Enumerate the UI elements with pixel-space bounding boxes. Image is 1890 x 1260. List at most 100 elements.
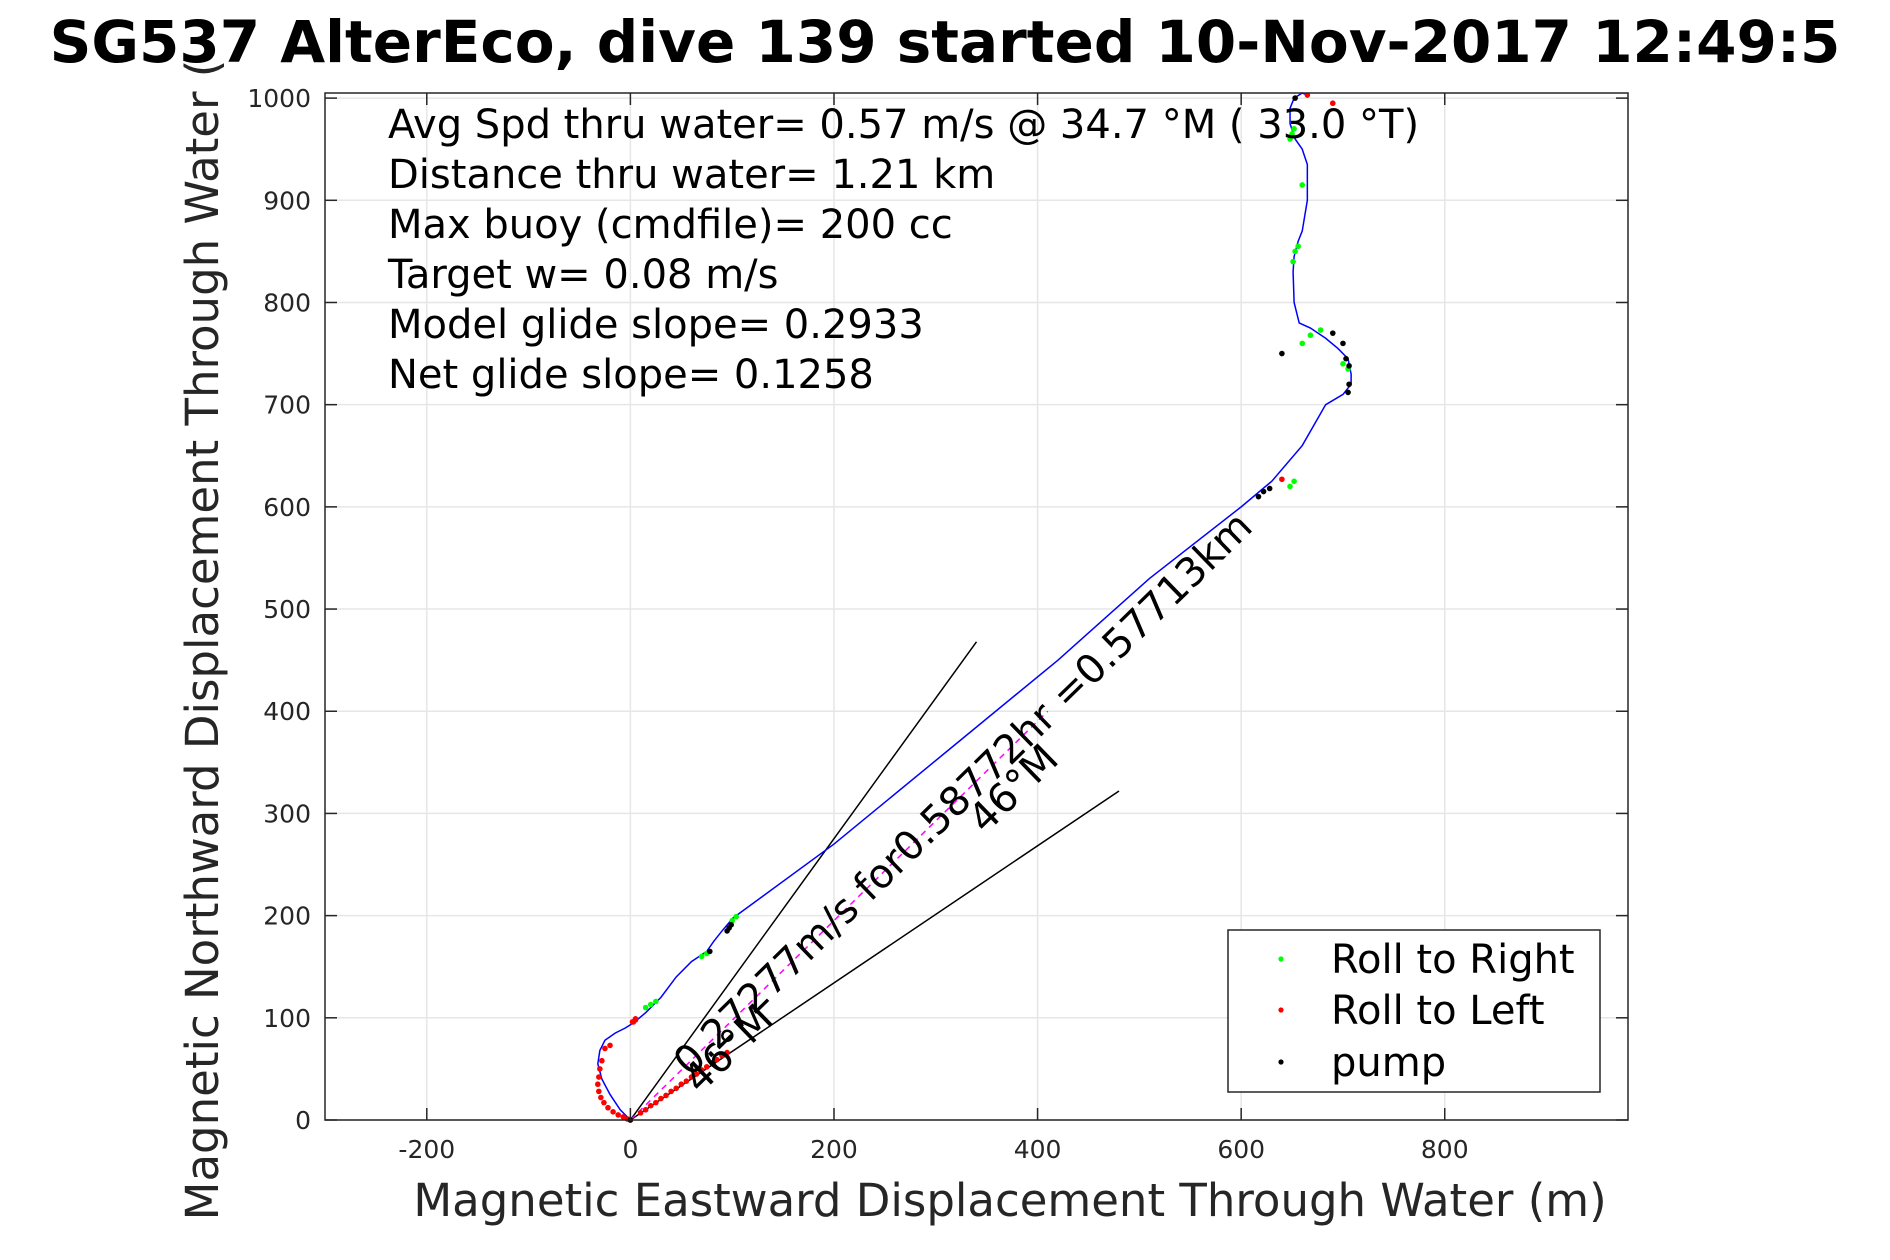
x-axis-label: Magnetic Eastward Displacement Through W… [413,1174,1606,1227]
pump-marker [1346,381,1352,388]
chart-title: SG537 AlterEco, dive 139 started 10-Nov-… [50,8,1841,76]
roll-left-marker [698,1067,705,1073]
pump-marker [728,922,734,928]
y-tick-label: 300 [263,799,311,828]
pump-marker [1292,95,1298,101]
roll-right-marker [1307,332,1314,338]
roll-left-marker [688,1074,695,1080]
roll-left-marker [678,1081,685,1088]
roll-left-marker [642,1106,649,1113]
roll-left-marker [668,1088,674,1095]
annotation-target-w: Target w= 0.08 m/s [387,252,778,298]
annotation-model-glide: Model glide slope= 0.2933 [388,302,924,348]
roll-right-marker [1317,327,1324,333]
roll-left-marker [637,1110,644,1116]
legend-label-roll-left: Roll to Left [1331,988,1545,1034]
pump-marker [1255,493,1262,500]
roll-left-marker [647,1102,654,1109]
roll-left-marker [597,1066,603,1072]
x-tick-label: 0 [622,1135,638,1164]
y-tick-label: 100 [263,1004,311,1033]
pump-marker [1266,485,1273,492]
y-tick-label: 500 [263,595,311,624]
roll-right-marker [1299,340,1306,347]
roll-left-marker [663,1092,669,1099]
roll-left-marker [615,1112,621,1118]
roll-right-marker [647,1001,654,1008]
pump-marker [706,948,713,955]
y-tick-label: 700 [263,391,311,420]
annotation-distance: Distance thru water= 1.21 km [388,152,995,198]
legend-label-pump: pump [1331,1040,1446,1086]
legend-label-roll-right: Roll to Right [1331,937,1575,983]
roll-right-marker [1291,125,1297,132]
roll-left-marker [709,1059,715,1066]
pump-marker [1329,330,1336,336]
roll-right-marker [1287,136,1293,142]
roll-left-marker [724,1049,730,1056]
roll-right-marker [1295,243,1301,250]
roll-right-marker [653,998,659,1005]
track-line [597,92,1352,1121]
roll-left-marker [658,1095,664,1102]
roll-left-marker [673,1085,679,1092]
roll-left-marker [601,1099,607,1106]
roll-right-marker [1291,478,1297,485]
y-tick-label: 1000 [247,84,311,113]
legend-box [1227,929,1601,1093]
pump-marker [1279,350,1285,357]
roll-left-marker [596,1088,602,1095]
markers [595,92,1352,1123]
roll-left-marker [605,1104,611,1111]
grid [325,93,1628,1121]
track-polyline [597,92,1352,1121]
x-tick-label: 600 [1217,1135,1265,1164]
y-tick-label: 600 [263,493,311,522]
roll-right-marker [698,953,705,960]
stats-annotations: Avg Spd thru water= 0.57 m/s @ 34.7 °M (… [387,102,1419,398]
x-tick-label: 200 [810,1135,858,1164]
roll-right-marker [1287,483,1293,490]
pump-marker [1345,389,1351,396]
speed-distance-label: 0.27277m/s for0.58772hr =0.57713km [665,503,1262,1085]
roll-right-marker [733,913,740,920]
y-tick-label: 200 [263,902,311,931]
roll-left-marker [596,1074,602,1080]
roll-left-marker [703,1064,710,1070]
roll-right-marker [1292,248,1298,255]
roll-left-marker [719,1052,725,1059]
roll-left-marker [599,1057,605,1064]
legend: Roll to Right Roll to Left pump [1227,929,1601,1093]
heading-line-left [629,641,978,1121]
x-tick-label: -200 [398,1135,455,1164]
roll-right-marker [1290,258,1296,265]
roll-left-marker [632,1016,639,1022]
plot-frame [324,92,1629,1121]
y-axis-label: Magnetic Northward Displacement Through … [176,60,229,1221]
pump-marker [1346,363,1352,369]
roll-left-marker [595,1081,601,1088]
pump-marker [1260,488,1267,495]
roll-left-marker [693,1071,700,1077]
pump-marker [1340,340,1346,347]
roll-left-marker [683,1078,690,1084]
ticks: -200 0 200 400 600 800 0 100 200 300 400 500 600 700 8… [247,84,1628,1164]
roll-left-marker [610,1109,616,1115]
pump-marker [1343,355,1349,362]
y-tick-label: 0 [295,1106,311,1135]
legend-marker-roll-right [1278,956,1284,962]
x-tick-label: 400 [1014,1135,1062,1164]
annotation-net-glide: Net glide slope= 0.1258 [388,352,874,398]
roll-left-marker [1329,100,1336,107]
roll-left-marker [607,1042,613,1049]
roll-left-marker [653,1099,659,1106]
y-tick-label: 400 [263,697,311,726]
roll-left-marker [1279,476,1285,483]
roll-right-marker [1340,361,1346,367]
roll-right-marker [642,1004,649,1011]
roll-left-marker [714,1056,720,1063]
legend-marker-roll-left [1278,1007,1284,1013]
y-tick-label: 800 [263,288,311,317]
roll-left-marker [598,1094,604,1101]
